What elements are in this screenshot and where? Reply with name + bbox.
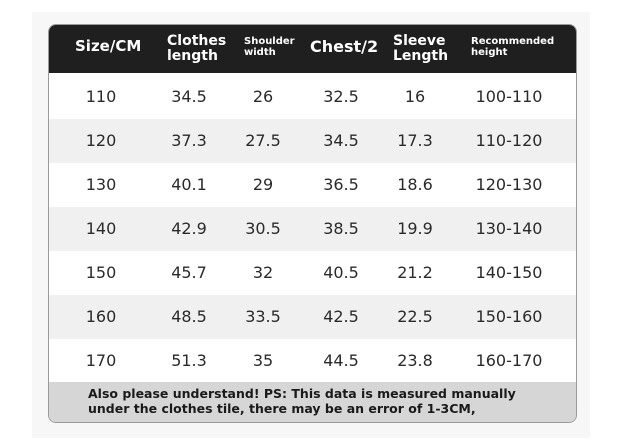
table-cell: 120 <box>85 131 117 150</box>
table-cell: 19.9 <box>397 219 433 238</box>
table-cell: 40.5 <box>323 263 359 282</box>
table-cell: 33.5 <box>245 307 281 326</box>
table-cell: 160 <box>85 307 117 326</box>
table-cell: 140 <box>85 219 117 238</box>
table-row: 160 48.5 33.5 42.5 22.5 150-160 <box>49 295 576 339</box>
table-cell: 29 <box>252 175 274 194</box>
table-cell: 48.5 <box>171 307 207 326</box>
column-header: Chest/2 <box>310 37 379 56</box>
table-row: 110 34.5 26 32.5 16 100-110 <box>49 75 576 119</box>
table-cell: 160-170 <box>475 351 543 370</box>
table-cell: 100-110 <box>475 87 543 106</box>
table-row: 170 51.3 35 44.5 23.8 160-170 <box>49 339 576 383</box>
table-row: 120 37.3 27.5 34.5 17.3 110-120 <box>49 119 576 163</box>
table-cell: 16 <box>404 87 426 106</box>
table-cell: 32.5 <box>323 87 359 106</box>
footer: Also please understand! PS: This data is… <box>49 382 576 422</box>
table-cell: 27.5 <box>245 131 281 150</box>
table-cell: 23.8 <box>397 351 433 370</box>
table-cell: 150-160 <box>475 307 543 326</box>
table-cell: 140-150 <box>475 263 543 282</box>
table-cell: 110 <box>85 87 117 106</box>
table-cell: 18.6 <box>397 175 433 194</box>
table-cell: 22.5 <box>397 307 433 326</box>
table-header: Size/CM Clothes length Shoulder width Chest… <box>49 25 576 73</box>
table-cell: 37.3 <box>171 131 207 150</box>
table-cell: 130-140 <box>475 219 543 238</box>
table-cell: 17.3 <box>397 131 433 150</box>
table-cell: 110-120 <box>475 131 543 150</box>
table-row: 150 45.7 32 40.5 21.2 140-150 <box>49 251 576 295</box>
table-cell: 34.5 <box>323 131 359 150</box>
column-header: Size/CM <box>75 37 142 55</box>
table-cell: 42.5 <box>323 307 359 326</box>
table-cell: 150 <box>85 263 117 282</box>
table-cell: 44.5 <box>323 351 359 370</box>
table-cell: 36.5 <box>323 175 359 194</box>
table-cell: 130 <box>85 175 117 194</box>
table-cell: 35 <box>252 351 274 370</box>
column-header: Sleeve Length <box>393 33 449 64</box>
column-header: Clothes length <box>167 33 227 64</box>
table-cell: 45.7 <box>171 263 207 282</box>
table-cell: 26 <box>252 87 274 106</box>
table-cell: 170 <box>85 351 117 370</box>
footer-line: Also please understand! PS: This data is… <box>88 386 516 401</box>
table-cell: 21.2 <box>397 263 433 282</box>
footer-line: under the clothes tile, there may be an … <box>88 401 476 416</box>
column-header: Recommended height <box>471 36 555 58</box>
table-cell: 32 <box>252 263 274 282</box>
table-cell: 30.5 <box>245 219 281 238</box>
table-cell: 51.3 <box>171 351 207 370</box>
table-cell: 42.9 <box>171 219 207 238</box>
table-cell: 34.5 <box>171 87 207 106</box>
table-cell: 38.5 <box>323 219 359 238</box>
table-row: 130 40.1 29 36.5 18.6 120-130 <box>49 163 576 207</box>
table-cell: 40.1 <box>171 175 207 194</box>
column-header: Shoulder width <box>244 36 295 58</box>
table-cell: 120-130 <box>475 175 543 194</box>
size-table: Size/CM Clothes length Shoulder width Chest… <box>48 24 577 423</box>
table-row: 140 42.9 30.5 38.5 19.9 130-140 <box>49 207 576 251</box>
